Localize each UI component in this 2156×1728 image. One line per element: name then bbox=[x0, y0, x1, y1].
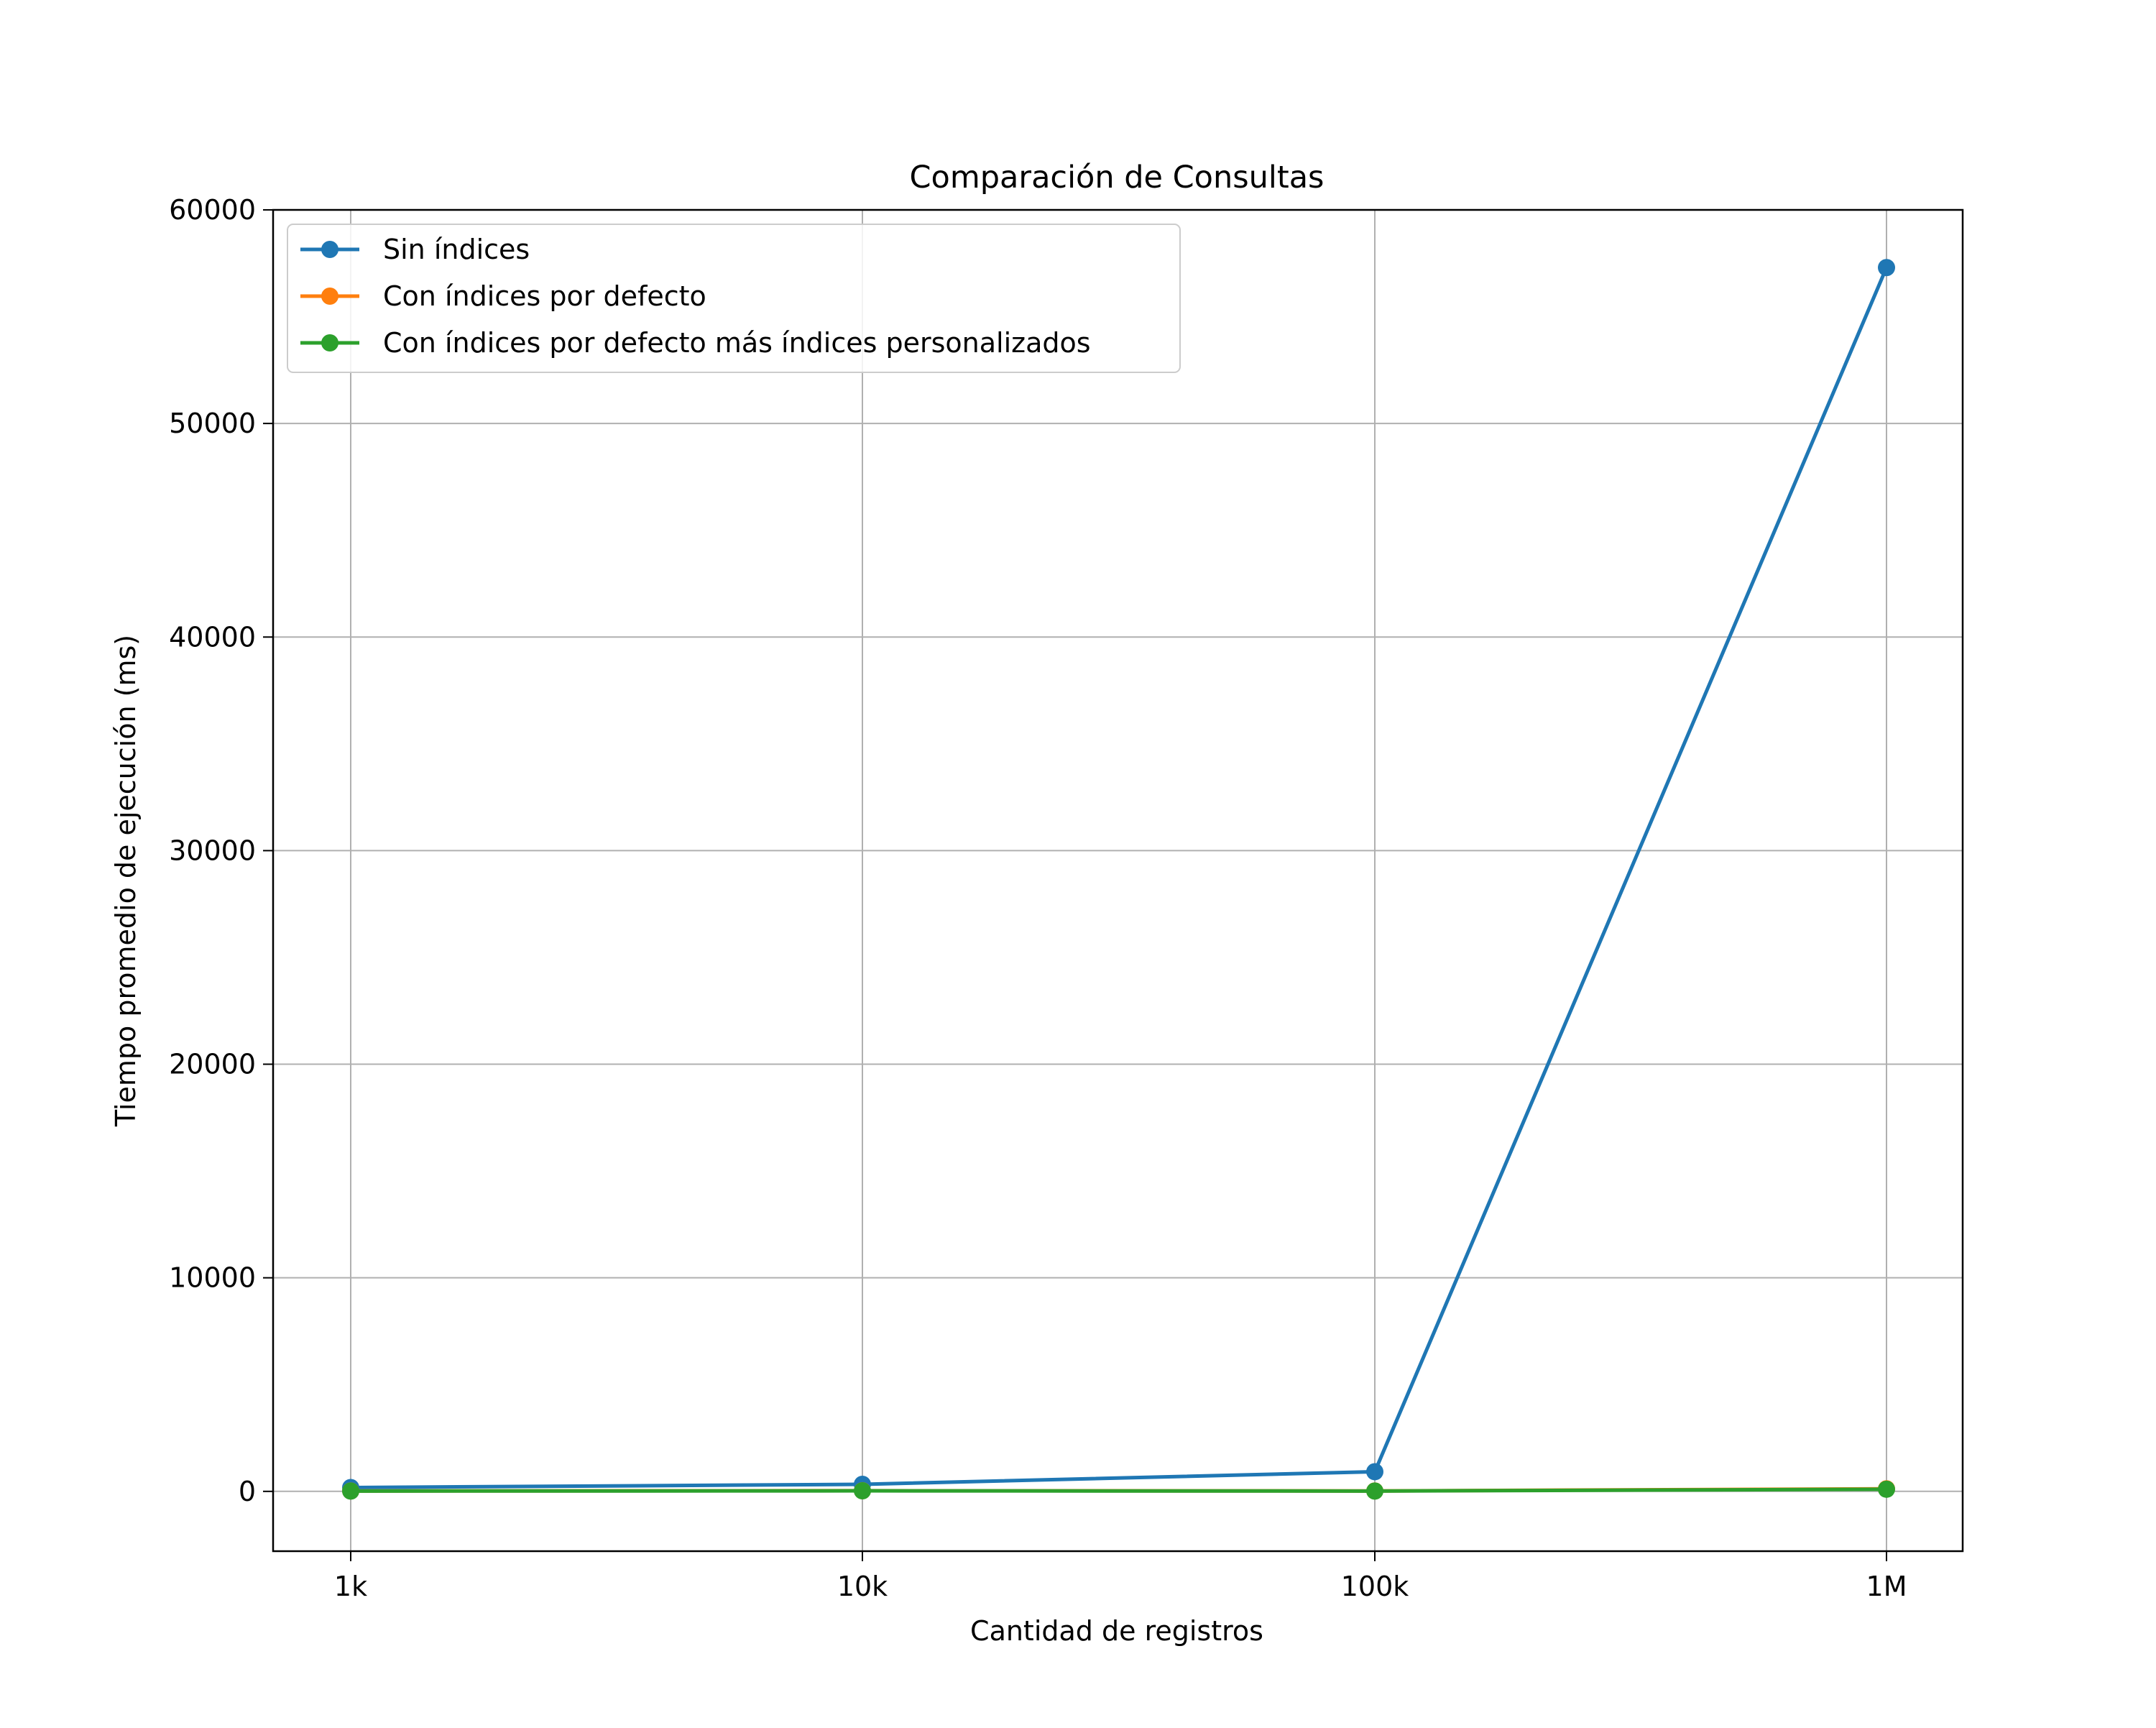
data-point bbox=[342, 1482, 359, 1500]
y-tick-label: 60000 bbox=[169, 194, 256, 226]
series-line-1 bbox=[350, 267, 1889, 1489]
x-tick-label: 10k bbox=[837, 1571, 888, 1602]
data-point bbox=[1878, 259, 1895, 277]
y-tick-label: 0 bbox=[239, 1476, 256, 1507]
legend-label: Sin índices bbox=[383, 234, 530, 265]
data-point bbox=[854, 1482, 871, 1500]
series-lines bbox=[342, 259, 1895, 1500]
data-point bbox=[1366, 1463, 1383, 1481]
legend-marker bbox=[321, 288, 338, 305]
y-tick-label: 10000 bbox=[169, 1262, 256, 1294]
legend-marker bbox=[321, 334, 338, 351]
x-tick-label: 1M bbox=[1866, 1571, 1907, 1602]
legend-label: Con índices por defecto bbox=[383, 280, 706, 312]
legend-box bbox=[287, 224, 1181, 373]
axes: 1k 10k 100k 1M 0 10000 20000 30000 40000 50000 600… bbox=[169, 194, 1907, 1602]
y-tick-label: 30000 bbox=[169, 835, 256, 866]
data-point bbox=[1878, 1480, 1895, 1498]
chart-title: Comparación de Consultas bbox=[910, 160, 1325, 196]
y-tick-label: 20000 bbox=[169, 1049, 256, 1080]
y-tick-label: 40000 bbox=[169, 621, 256, 653]
y-axis-label: Tiempo promedio de ejecución (ms) bbox=[110, 635, 142, 1127]
plot-frame bbox=[272, 208, 1964, 1553]
y-tick-label: 50000 bbox=[169, 408, 256, 439]
data-point bbox=[1366, 1482, 1383, 1500]
series-line-3 bbox=[350, 1487, 1887, 1493]
legend-marker bbox=[321, 241, 338, 258]
x-axis-label: Cantidad de registros bbox=[970, 1615, 1263, 1647]
legend-label: Con índices por defecto más índices pers… bbox=[383, 327, 1091, 359]
x-tick-label: 1k bbox=[334, 1571, 367, 1602]
x-tick-label: 100k bbox=[1341, 1571, 1409, 1602]
legend: Sin índices Con índices por defecto Con ín… bbox=[287, 224, 1181, 373]
